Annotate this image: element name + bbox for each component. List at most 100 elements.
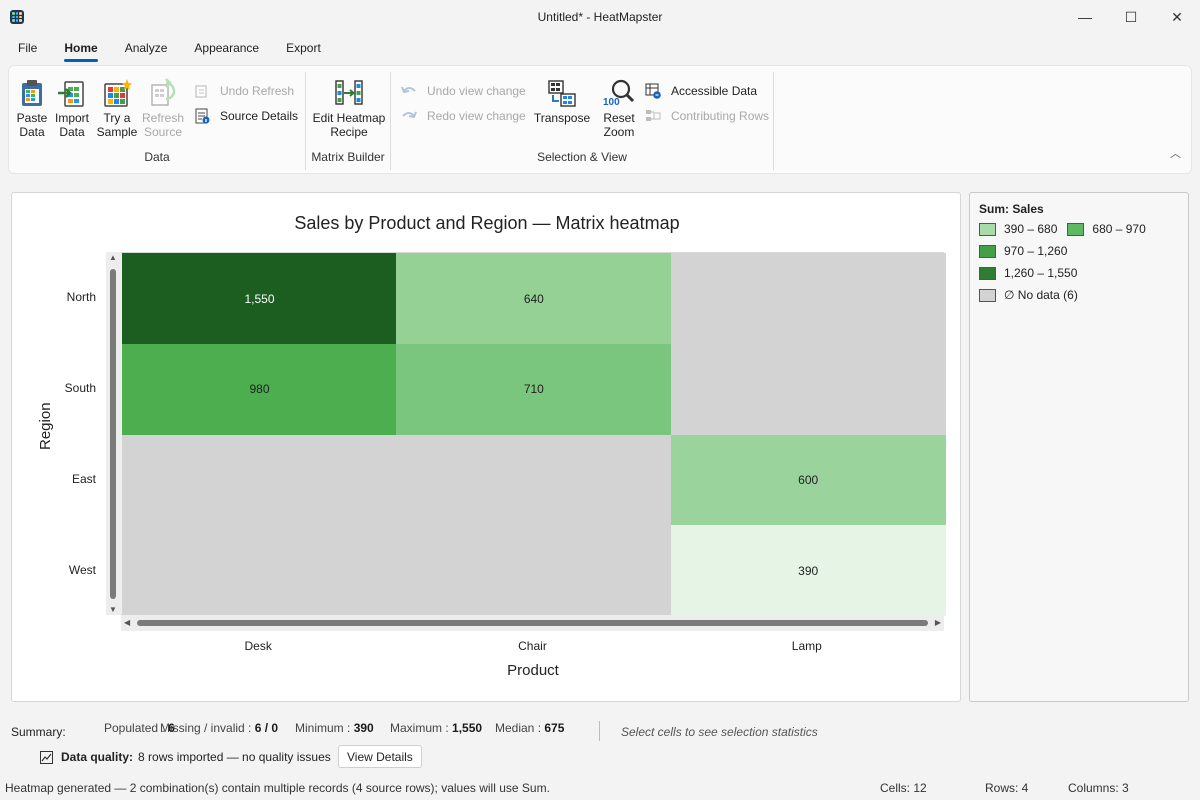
y-axis-title: Region: [37, 402, 54, 450]
heatmap-cell[interactable]: 390: [670, 525, 946, 617]
legend-item: 1,260 – 1,550: [979, 266, 1077, 280]
undo-refresh-button[interactable]: Undo Refresh: [194, 82, 294, 100]
quality-chart-icon: [40, 750, 53, 764]
scroll-up-arrow-icon[interactable]: ▲: [109, 253, 117, 262]
legend-panel: Sum: Sales 390 – 680 680 – 970 970 – 1,260…: [969, 192, 1189, 702]
vertical-scroll-thumb[interactable]: [110, 269, 116, 599]
group-label-matrix-builder: Matrix Builder: [311, 150, 385, 164]
zoom-badge: 100: [603, 97, 620, 108]
horizontal-scroll-thumb[interactable]: [137, 620, 928, 626]
ribbon: Paste Data Import Data Try a Sample Refr…: [8, 65, 1192, 174]
legend-swatch: [979, 244, 996, 258]
view-details-button[interactable]: View Details: [338, 745, 422, 768]
legend-title: Sum: Sales: [979, 202, 1044, 216]
status-message: Heatmap generated — 2 combination(s) con…: [5, 781, 550, 795]
menu-bar: File Home Analyze Appearance Export: [0, 36, 340, 62]
status-columns: Columns: 3: [1068, 781, 1129, 795]
legend-swatch: [979, 266, 996, 280]
magnifier-icon: 100: [603, 78, 635, 108]
legend-label: 680 – 970: [1092, 222, 1146, 236]
heatmap-cell[interactable]: 980: [122, 343, 397, 435]
y-tick-label: North: [66, 290, 96, 305]
redo-arrow-icon: [401, 108, 417, 124]
scroll-right-arrow-icon[interactable]: ▶: [934, 618, 941, 627]
heatmap-cell[interactable]: [396, 434, 672, 526]
horizontal-scrollbar[interactable]: ◀ ▶: [121, 615, 944, 631]
stat-median: Median : 675: [495, 721, 565, 735]
status-bar: Heatmap generated — 2 combination(s) con…: [0, 778, 1200, 800]
legend-label: 1,260 – 1,550: [1004, 266, 1078, 280]
undo-arrow-icon: [401, 83, 417, 99]
contributing-rows-button[interactable]: Contributing Rows: [645, 107, 769, 125]
sample-grid-icon: [102, 78, 132, 108]
legend-swatch: [979, 222, 996, 236]
undo-refresh-icon: [194, 83, 210, 99]
stat-maximum: Maximum : 1,550: [390, 721, 483, 735]
legend-label: ∅ No data (6): [1004, 288, 1078, 302]
tab-home[interactable]: Home: [56, 36, 105, 62]
heatmap-cell[interactable]: [396, 525, 672, 617]
redo-view-change-button[interactable]: Redo view change: [401, 107, 526, 125]
recipe-icon: [334, 78, 364, 108]
app-logo-icon: [10, 10, 24, 24]
title-bar: Untitled* - HeatMapster — ☐ ✕: [0, 0, 1200, 34]
paste-data-button[interactable]: Paste Data: [11, 78, 53, 139]
ribbon-separator: [773, 72, 774, 170]
x-tick-label: Chair: [518, 639, 547, 653]
tab-appearance[interactable]: Appearance: [194, 41, 260, 55]
status-rows: Rows: 4: [985, 781, 1029, 795]
x-tick-label: Desk: [244, 639, 272, 653]
heatmap-cell[interactable]: 1,550: [122, 253, 397, 344]
source-details-button[interactable]: Source Details: [194, 107, 298, 125]
legend-item: ∅ No data (6): [979, 288, 1078, 302]
summary-separator: [599, 721, 600, 741]
tab-analyze[interactable]: Analyze: [124, 41, 168, 55]
data-quality-label: Data quality:: [61, 750, 134, 764]
heatmap-cell[interactable]: 710: [396, 343, 672, 435]
selection-hint: Select cells to see selection statistics: [621, 725, 818, 739]
clipboard-icon: [17, 78, 47, 108]
chart-title: Sales by Product and Region — Matrix hea…: [294, 213, 680, 233]
reset-zoom-button[interactable]: 100 Reset Zoom: [597, 78, 641, 139]
ribbon-separator: [390, 72, 391, 170]
heatmap-cell[interactable]: [122, 434, 397, 526]
tab-export[interactable]: Export: [286, 41, 321, 55]
y-tick-label: West: [68, 562, 96, 577]
maximize-button[interactable]: ☐: [1124, 8, 1138, 25]
legend-item: 390 – 680: [979, 222, 1057, 236]
ribbon-group-data: Paste Data Import Data Try a Sample Refr…: [9, 70, 305, 170]
status-cells: Cells: 12: [880, 781, 927, 795]
scroll-down-arrow-icon[interactable]: ▼: [109, 605, 117, 614]
collapse-ribbon-chevron-icon[interactable]: ︿: [1170, 148, 1181, 160]
heatmap-cell[interactable]: [670, 343, 946, 435]
contributing-rows-icon: [645, 108, 661, 124]
legend-item: 970 – 1,260: [979, 244, 1067, 258]
heatmap-cell[interactable]: 640: [396, 253, 672, 344]
heatmap-cell[interactable]: [122, 525, 397, 617]
heatmap-cell[interactable]: 600: [670, 434, 946, 526]
try-sample-button[interactable]: Try a Sample: [96, 78, 138, 139]
tab-file[interactable]: File: [18, 41, 38, 55]
scroll-left-arrow-icon[interactable]: ◀: [124, 618, 131, 627]
import-data-button[interactable]: Import Data: [51, 78, 93, 139]
minimize-button[interactable]: —: [1078, 9, 1092, 25]
document-info-icon: [194, 108, 210, 124]
close-button[interactable]: ✕: [1171, 8, 1183, 25]
edit-heatmap-recipe-button[interactable]: Edit Heatmap Recipe: [310, 78, 388, 139]
data-quality-text: 8 rows imported — no quality issues: [138, 750, 331, 764]
heatmap-cell[interactable]: [670, 253, 946, 344]
stat-populated: Populated : 6: [104, 721, 175, 735]
refresh-icon: [148, 78, 178, 108]
ribbon-group-matrix-builder: Edit Heatmap Recipe Matrix Builder: [306, 70, 390, 170]
accessible-data-button[interactable]: Accessible Data: [645, 82, 757, 100]
undo-view-change-button[interactable]: Undo view change: [401, 82, 526, 100]
legend-swatch: [1067, 222, 1085, 236]
stat-minimum: Minimum : 390: [295, 721, 374, 735]
refresh-source-button[interactable]: Refresh Source: [142, 78, 184, 139]
vertical-scrollbar[interactable]: ▲ ▼: [106, 252, 121, 615]
window-title: Untitled* - HeatMapster: [537, 10, 663, 24]
heatmap-plot-area[interactable]: 1,550 640 980 710 600 390: [106, 252, 946, 617]
legend-label: 970 – 1,260: [1004, 244, 1068, 258]
transpose-button[interactable]: Transpose: [533, 78, 591, 125]
y-tick-label: East: [71, 471, 96, 486]
